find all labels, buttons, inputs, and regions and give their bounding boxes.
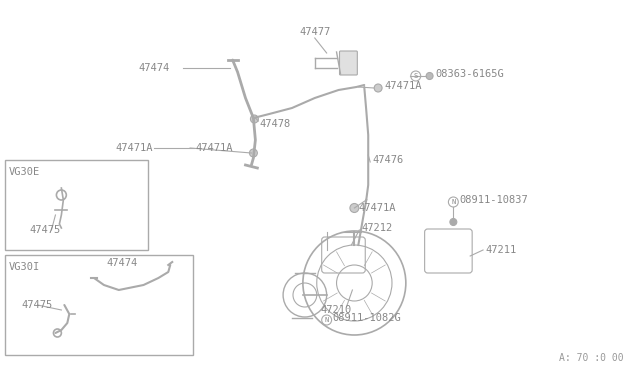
Text: 47475: 47475 bbox=[29, 225, 61, 235]
Text: 08363-6165G: 08363-6165G bbox=[436, 69, 504, 79]
Text: 47477: 47477 bbox=[299, 27, 330, 37]
Circle shape bbox=[250, 115, 259, 123]
Circle shape bbox=[374, 84, 382, 92]
Text: 47478: 47478 bbox=[259, 119, 291, 129]
Text: 47474: 47474 bbox=[139, 63, 170, 73]
Text: 47212: 47212 bbox=[362, 223, 392, 233]
Text: N: N bbox=[324, 317, 329, 323]
Text: VG30I: VG30I bbox=[9, 262, 40, 272]
Circle shape bbox=[250, 149, 257, 157]
Text: VG30E: VG30E bbox=[9, 167, 40, 177]
Text: 47210: 47210 bbox=[321, 305, 352, 315]
Text: 47471A: 47471A bbox=[384, 81, 422, 91]
Text: 47471A: 47471A bbox=[116, 143, 154, 153]
FancyBboxPatch shape bbox=[339, 51, 357, 75]
Text: 47471A: 47471A bbox=[358, 203, 396, 213]
Text: A: 70 :0 00: A: 70 :0 00 bbox=[559, 353, 624, 363]
Circle shape bbox=[350, 203, 359, 212]
Text: 47474: 47474 bbox=[107, 258, 138, 268]
Text: 47476: 47476 bbox=[372, 155, 403, 165]
Text: 47475: 47475 bbox=[22, 300, 53, 310]
Text: 08911-1082G: 08911-1082G bbox=[333, 313, 401, 323]
Text: S: S bbox=[413, 73, 418, 79]
Text: 47471A: 47471A bbox=[195, 143, 232, 153]
Circle shape bbox=[426, 73, 433, 80]
Text: 08911-10837: 08911-10837 bbox=[460, 195, 528, 205]
Text: 47211: 47211 bbox=[485, 245, 516, 255]
Circle shape bbox=[450, 218, 457, 225]
Text: N: N bbox=[451, 199, 456, 205]
